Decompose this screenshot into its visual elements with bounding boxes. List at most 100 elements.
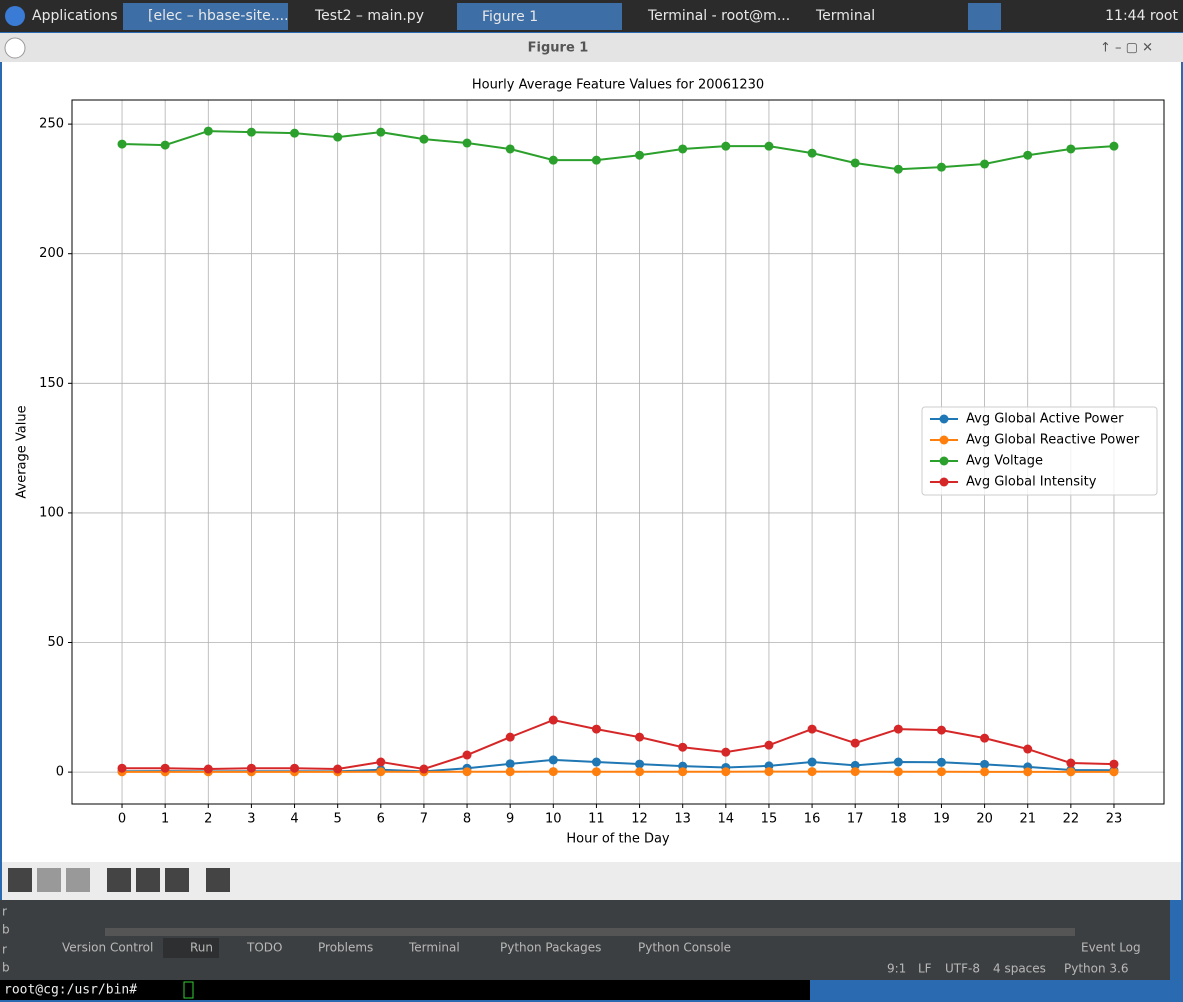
x-tick-label: 20 — [976, 812, 993, 827]
data-point — [850, 158, 860, 168]
data-point — [290, 763, 300, 773]
side-char: r — [2, 905, 7, 919]
data-point — [980, 767, 990, 777]
status-item: LF — [918, 962, 932, 976]
tool-tab[interactable]: Problems — [318, 941, 373, 955]
data-point — [980, 759, 990, 769]
window-buttons[interactable]: ↑ – ▢ ✕ — [1100, 41, 1153, 56]
back-button[interactable] — [37, 868, 61, 892]
pan-button[interactable] — [107, 868, 131, 892]
zoom-button[interactable] — [136, 868, 160, 892]
data-point — [462, 750, 472, 760]
y-tick-label: 0 — [56, 765, 64, 780]
data-point — [936, 767, 946, 777]
data-point — [807, 767, 817, 777]
data-point — [635, 767, 645, 777]
task-label[interactable]: Figure 1 — [482, 9, 538, 25]
x-tick-label: 8 — [463, 812, 471, 827]
x-tick-label: 23 — [1106, 812, 1123, 827]
x-tick-label: 16 — [804, 812, 821, 827]
x-tick-label: 17 — [847, 812, 864, 827]
y-tick-label: 150 — [39, 376, 64, 391]
x-tick-label: 22 — [1063, 812, 1080, 827]
data-point — [721, 747, 731, 757]
save-button[interactable] — [206, 868, 230, 892]
tool-tab[interactable]: Version Control — [62, 941, 153, 955]
x-tick-label: 14 — [718, 812, 735, 827]
task-label[interactable]: Terminal - root@m... — [647, 8, 790, 24]
chart-title: Hourly Average Feature Values for 200612… — [472, 78, 764, 93]
data-point — [1066, 767, 1076, 777]
data-point — [635, 150, 645, 160]
plot: Hourly Average Feature Values for 200612… — [15, 78, 1165, 847]
x-tick-label: 7 — [420, 812, 428, 827]
x-tick-label: 2 — [204, 812, 212, 827]
x-axis-label: Hour of the Day — [566, 832, 670, 847]
window-icon — [4, 37, 26, 59]
data-point — [333, 132, 343, 142]
tool-tab[interactable]: Run — [190, 941, 213, 955]
data-point — [548, 155, 558, 165]
app-menu[interactable]: Applications — [32, 8, 118, 24]
data-point — [1066, 144, 1076, 154]
data-point — [117, 763, 127, 773]
task-label[interactable]: Test2 – main.py — [314, 8, 424, 24]
status-item: 4 spaces — [993, 962, 1046, 976]
task-button[interactable] — [457, 3, 622, 30]
tool-tab[interactable]: Python Packages — [500, 941, 601, 955]
data-point — [936, 757, 946, 767]
x-tick-label: 21 — [1019, 812, 1036, 827]
event-log[interactable]: Event Log — [1081, 941, 1141, 955]
data-point — [591, 767, 601, 777]
window-title: Figure 1 — [528, 41, 589, 56]
x-tick-label: 12 — [631, 812, 648, 827]
data-point — [893, 164, 903, 174]
data-point — [117, 139, 127, 149]
data-point — [246, 127, 256, 137]
tool-tab[interactable]: TODO — [246, 941, 282, 955]
data-point — [1066, 758, 1076, 768]
tool-tab[interactable]: Python Console — [638, 941, 731, 955]
data-point — [290, 128, 300, 138]
y-tick-label: 200 — [39, 246, 64, 261]
tray-icon[interactable] — [968, 3, 1001, 30]
data-point — [721, 767, 731, 777]
y-tick-label: 100 — [39, 505, 64, 520]
tool-tab[interactable]: Terminal — [408, 941, 460, 955]
series-line — [122, 718, 1114, 771]
forward-button[interactable] — [66, 868, 90, 892]
task-button[interactable] — [123, 3, 288, 30]
data-point — [1023, 150, 1033, 160]
data-point — [807, 148, 817, 158]
data-point — [591, 757, 601, 767]
legend — [921, 406, 1158, 496]
data-point — [376, 127, 386, 137]
series-line — [122, 130, 1115, 171]
x-tick-label: 9 — [506, 812, 514, 827]
data-point — [203, 764, 213, 774]
data-point — [980, 733, 990, 743]
app-menu-icon[interactable] — [5, 6, 25, 26]
run-tab-bg — [163, 938, 219, 958]
data-point — [721, 141, 731, 151]
data-point — [764, 767, 774, 777]
x-tick-label: 5 — [334, 812, 342, 827]
home-button[interactable] — [8, 868, 32, 892]
data-point — [936, 162, 946, 172]
x-tick-label: 13 — [674, 812, 691, 827]
data-point — [678, 144, 688, 154]
scrollbar — [105, 928, 1075, 936]
task-label[interactable]: Terminal — [815, 8, 875, 24]
configure-button[interactable] — [165, 868, 189, 892]
data-point — [591, 724, 601, 734]
x-tick-label: 1 — [161, 812, 169, 827]
data-point — [764, 740, 774, 750]
data-point — [462, 767, 472, 777]
data-point — [678, 767, 688, 777]
legend-marker — [939, 414, 949, 424]
status-item: 9:1 — [887, 962, 906, 976]
task-label[interactable]: [elec – hbase-site.... — [148, 8, 289, 24]
cursor — [183, 981, 194, 999]
